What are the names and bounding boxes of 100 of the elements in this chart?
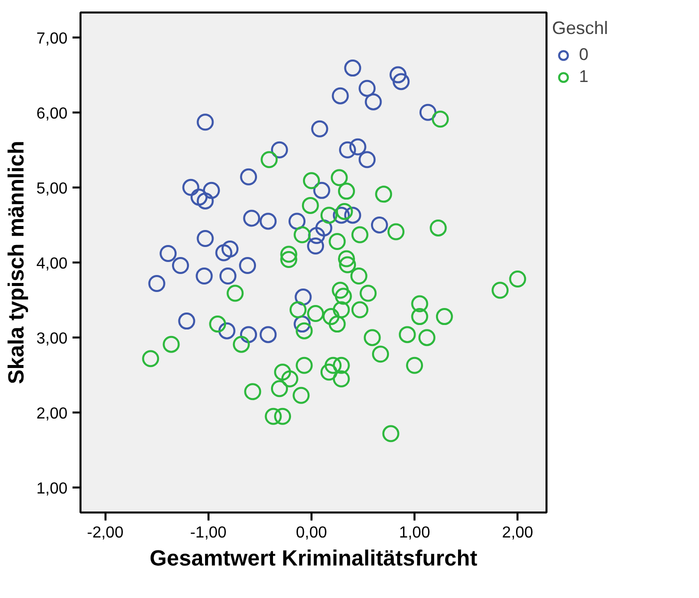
point [344,206,362,224]
point [338,250,355,268]
point [294,316,311,333]
legend-title: Geschl [552,18,608,39]
x-axis-title: Gesamtwert Kriminalitätsfurcht [150,546,478,570]
point [226,284,244,302]
point [280,246,298,263]
point [264,408,282,425]
point [344,60,362,77]
point [196,268,213,284]
point [294,288,312,306]
point [334,288,352,305]
point [349,138,366,156]
point [492,282,509,299]
x-tick-label: 2,00 [502,524,534,542]
point [375,186,392,203]
y-tick-label: 2,00 [36,406,68,423]
point [419,104,436,121]
point [320,206,338,224]
point [418,329,436,346]
point [339,141,356,158]
y-axis-title: Skala typisch männlich [3,140,28,384]
point [351,301,368,318]
point [332,87,349,104]
point [308,226,326,244]
point [274,408,292,425]
legend-label: 1 [579,67,590,87]
point [302,172,320,190]
point [274,364,292,381]
point [232,336,250,353]
point [260,212,277,230]
point [218,322,236,340]
point [364,93,382,110]
point [332,301,350,318]
point [358,151,376,168]
point [270,141,288,158]
point [307,305,324,322]
point [332,206,350,224]
point [328,316,346,333]
point [288,212,306,230]
y-tick-label: 6,00 [36,105,68,122]
point [411,295,428,312]
y-tick-label: 7,00 [36,30,68,48]
point [148,275,166,292]
point [392,73,410,90]
point [339,256,356,274]
point [332,282,349,299]
y-tick-label: 5,00 [36,180,68,198]
y-tick-label: 1,00 [36,480,68,498]
point [240,326,258,344]
point [509,270,526,288]
point [294,226,311,244]
y-tick-label: 4,00 [36,256,68,272]
point [142,350,160,368]
point [302,196,319,214]
point [372,346,390,363]
point [239,257,256,274]
point [436,308,453,326]
point [196,114,214,131]
point [311,120,328,138]
point [172,257,190,274]
point [260,326,277,344]
point [387,223,404,240]
point [281,370,298,388]
point [160,245,177,262]
point [382,425,400,442]
point [196,230,214,247]
point [221,240,238,258]
point [322,308,340,326]
point [350,268,368,284]
x-tick-label: 0,00 [296,524,328,542]
point [243,210,260,227]
point [360,284,377,302]
point [190,188,208,206]
point [215,244,232,262]
point [320,364,338,381]
point [432,110,449,128]
point [209,316,226,333]
point [430,219,447,236]
point [338,182,355,200]
point [336,202,353,220]
point [196,192,214,210]
point [328,232,346,250]
y-tick-label: 3,00 [36,330,68,348]
point [162,336,180,353]
point [280,251,298,268]
point [324,356,342,374]
point [370,216,388,234]
point [270,380,288,398]
point [358,80,376,97]
point [244,383,262,400]
point [332,356,350,374]
point [315,219,332,236]
point [406,356,424,374]
point [313,182,330,199]
point [398,326,416,344]
legend-label: 0 [579,45,590,65]
point [332,370,350,388]
point [202,182,220,199]
point [178,312,196,330]
